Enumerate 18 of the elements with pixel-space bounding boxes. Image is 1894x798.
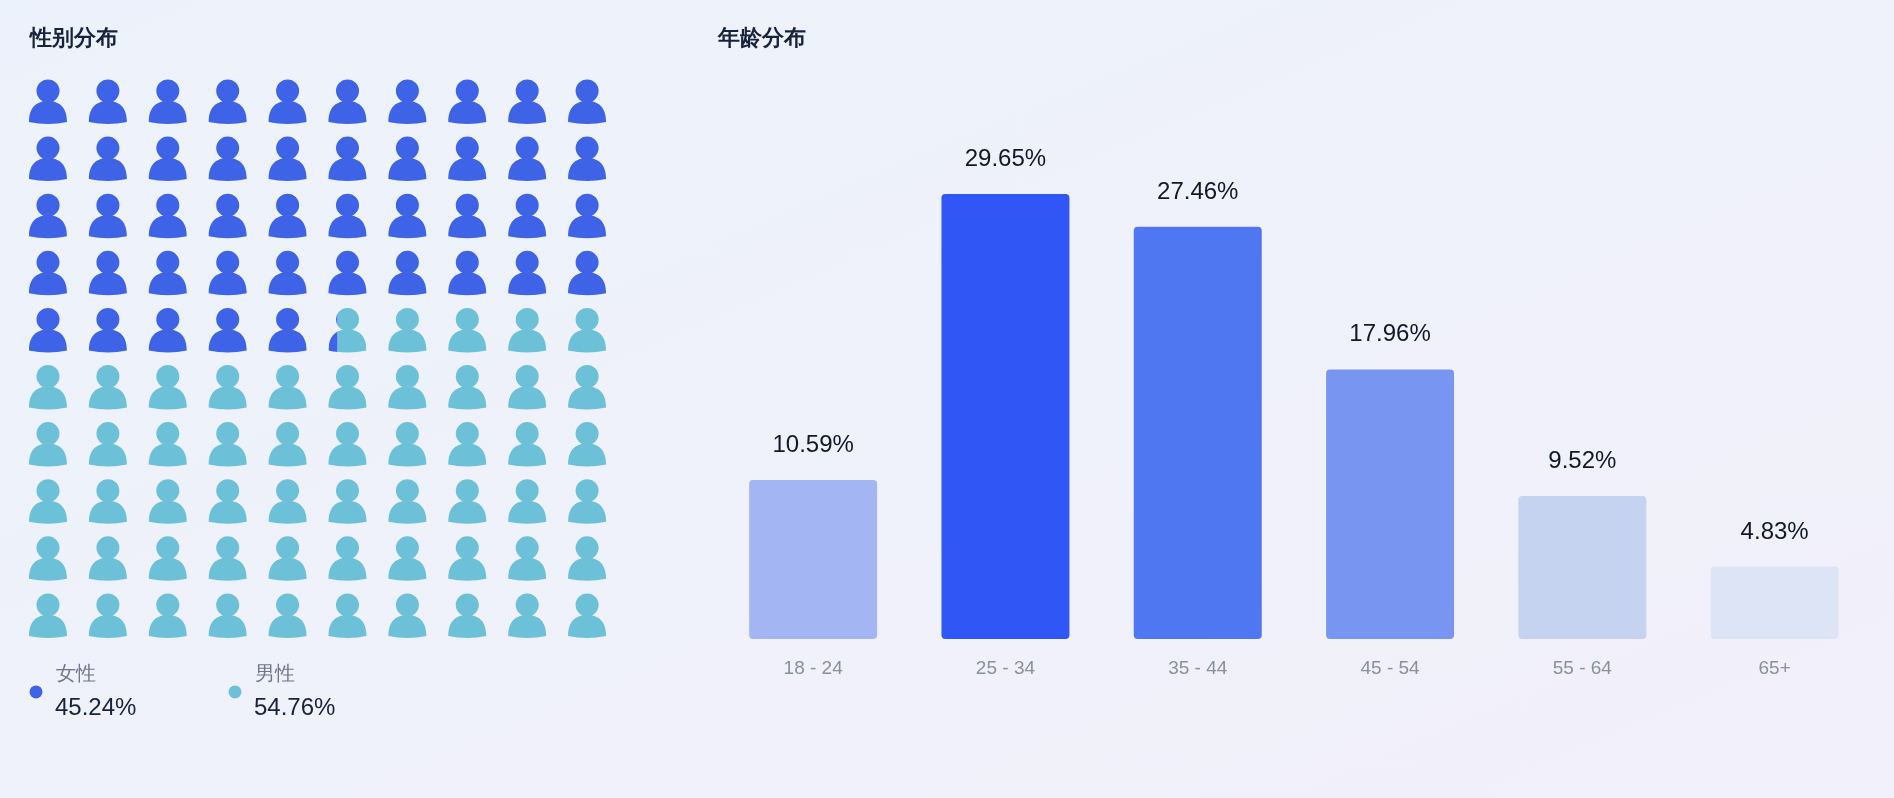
category-label: 65+ — [1758, 657, 1791, 678]
value-label: 9.52% — [1548, 446, 1617, 474]
value-label: 45.24% — [55, 692, 137, 720]
category-label: 55 - 64 — [1552, 657, 1612, 678]
category-label: 18 - 24 — [783, 657, 843, 678]
value-label: 10.59% — [772, 430, 854, 458]
value-label: 54.76% — [254, 692, 336, 720]
category-label: 45 - 54 — [1360, 657, 1420, 678]
value-label: 4.83% — [1740, 516, 1809, 544]
value-label: 29.65% — [964, 144, 1047, 171]
value-label: 27.46% — [1157, 176, 1239, 204]
title: 性别分布 — [30, 25, 118, 50]
category-label: 35 - 44 — [1168, 657, 1228, 678]
title: 年龄分布 — [718, 25, 806, 50]
category-label: 女性 — [56, 661, 96, 684]
category-label: 25 - 34 — [975, 657, 1036, 678]
category-label: 男性 — [255, 661, 295, 684]
value-label: 17.96% — [1349, 319, 1431, 347]
